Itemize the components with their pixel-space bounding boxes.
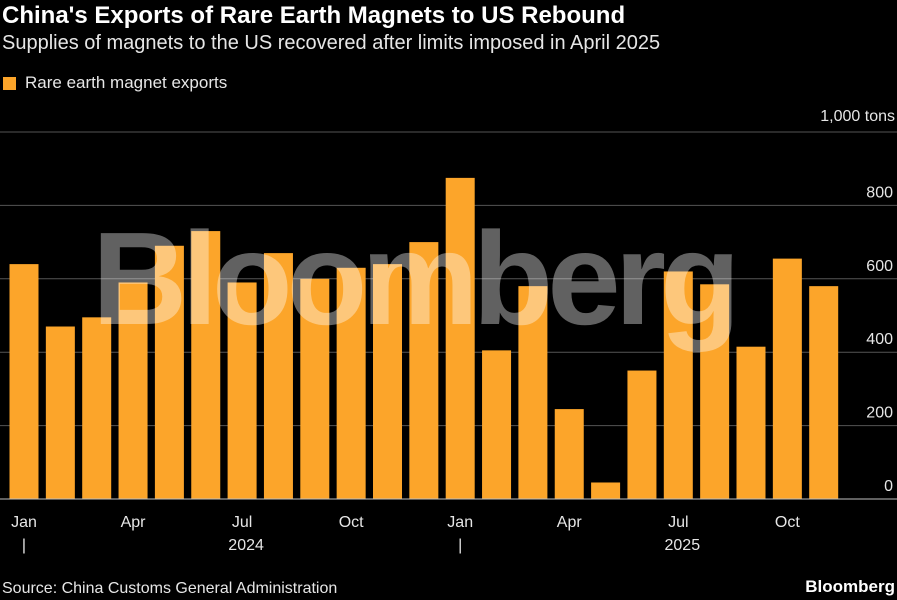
bar xyxy=(263,253,293,499)
brand-logo: Bloomberg xyxy=(805,577,895,596)
bar xyxy=(227,282,257,499)
bar xyxy=(554,409,584,499)
y-axis-unit-label: 1,000 tons xyxy=(820,108,895,125)
x-tick-label: Jul xyxy=(668,514,688,531)
year-separator: | xyxy=(458,537,462,554)
x-tick-label: Oct xyxy=(339,514,364,531)
x-tick-label: Apr xyxy=(557,514,583,531)
bar xyxy=(518,286,548,499)
y-tick-label: 400 xyxy=(866,331,893,348)
bar xyxy=(300,278,330,499)
source-note: Source: China Customs General Administra… xyxy=(2,580,338,597)
y-tick-label: 0 xyxy=(884,478,893,495)
bar xyxy=(445,177,475,499)
chart-subtitle: Supplies of magnets to the US recovered … xyxy=(2,32,661,54)
y-tick-label: 600 xyxy=(866,258,893,275)
year-label: 2025 xyxy=(665,537,701,554)
x-tick-label: Jan xyxy=(11,514,37,531)
y-tick-label: 200 xyxy=(866,405,893,422)
bar xyxy=(409,242,439,499)
x-tick-label: Jan xyxy=(447,514,473,531)
bar xyxy=(82,317,112,499)
year-label: 2024 xyxy=(228,537,264,554)
bar xyxy=(373,264,402,499)
x-tick-label: Apr xyxy=(121,514,147,531)
bar xyxy=(663,271,693,499)
bar xyxy=(700,284,730,499)
x-tick-label: Jul xyxy=(232,514,252,531)
bar xyxy=(336,267,366,499)
legend-swatch xyxy=(3,76,16,90)
chart-title: China's Exports of Rare Earth Magnets to… xyxy=(2,2,626,29)
bar xyxy=(9,264,39,499)
bar xyxy=(118,282,148,499)
bar xyxy=(809,286,839,499)
year-separator: | xyxy=(22,537,26,554)
bar xyxy=(45,326,75,499)
bar xyxy=(191,231,221,499)
legend: Rare earth magnet exports xyxy=(3,73,227,93)
bar xyxy=(736,346,766,499)
x-tick-label: Oct xyxy=(775,514,800,531)
bar xyxy=(772,258,802,499)
bar xyxy=(591,482,621,499)
y-tick-label: 800 xyxy=(866,184,893,201)
bar xyxy=(482,350,512,499)
legend-label: Rare earth magnet exports xyxy=(25,73,228,92)
bar xyxy=(627,370,657,499)
bar xyxy=(154,245,184,499)
